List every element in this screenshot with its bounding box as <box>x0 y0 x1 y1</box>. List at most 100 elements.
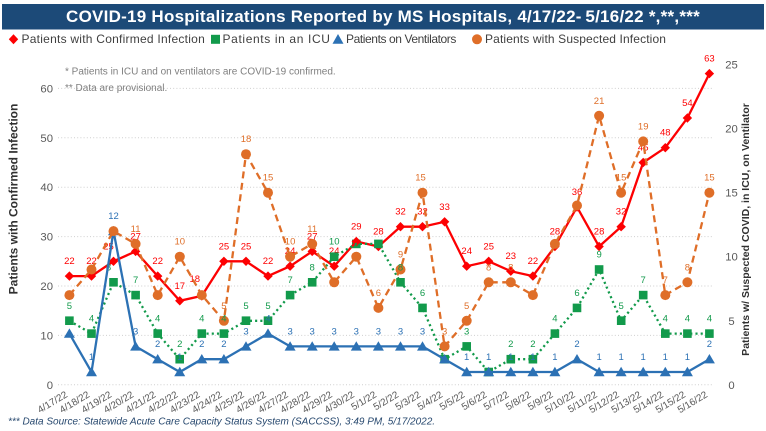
svg-text:11: 11 <box>307 224 317 235</box>
svg-text:32: 32 <box>395 207 406 218</box>
svg-text:3: 3 <box>420 326 425 337</box>
svg-text:36: 36 <box>572 187 583 198</box>
svg-text:1: 1 <box>508 352 513 363</box>
svg-text:22: 22 <box>64 256 75 267</box>
svg-text:0: 0 <box>47 380 53 392</box>
svg-text:10: 10 <box>329 237 340 248</box>
svg-text:4: 4 <box>155 314 160 325</box>
svg-text:5: 5 <box>265 301 270 312</box>
svg-text:1: 1 <box>663 352 668 363</box>
svg-text:2: 2 <box>707 339 712 350</box>
svg-text:** Data are provisional.: ** Data are provisional. <box>65 83 167 94</box>
svg-text:Patients on Ventilators: Patients on Ventilators <box>346 32 456 46</box>
svg-text:22: 22 <box>528 256 539 267</box>
svg-text:28: 28 <box>594 227 605 238</box>
svg-text:Patients with Confirmed Infect: Patients with Confirmed Infection <box>22 32 206 46</box>
svg-text:5: 5 <box>618 301 623 312</box>
svg-text:6: 6 <box>376 288 381 299</box>
svg-text:25: 25 <box>241 241 252 252</box>
svg-text:19: 19 <box>638 121 649 132</box>
svg-text:1: 1 <box>596 352 601 363</box>
svg-text:2: 2 <box>530 339 535 350</box>
svg-text:25: 25 <box>725 60 738 72</box>
svg-text:3: 3 <box>376 326 381 337</box>
svg-text:8: 8 <box>398 262 403 273</box>
svg-text:25: 25 <box>219 241 230 252</box>
svg-text:54: 54 <box>682 98 693 109</box>
svg-text:6: 6 <box>420 288 425 299</box>
svg-text:5: 5 <box>221 301 226 312</box>
svg-text:15: 15 <box>415 173 426 184</box>
svg-text:25: 25 <box>483 241 494 252</box>
svg-text:5: 5 <box>243 301 248 312</box>
svg-text:15: 15 <box>616 173 627 184</box>
svg-text:7: 7 <box>133 275 138 286</box>
svg-text:6: 6 <box>574 288 579 299</box>
svg-text:8: 8 <box>685 262 690 273</box>
svg-text:1: 1 <box>486 352 491 363</box>
svg-text:30: 30 <box>40 232 53 244</box>
svg-text:27: 27 <box>130 231 141 242</box>
svg-text:* Patients in ICU and on venti: * Patients in ICU and on ventilators are… <box>65 67 336 78</box>
svg-text:3: 3 <box>442 326 447 337</box>
svg-text:22: 22 <box>86 256 97 267</box>
svg-text:3: 3 <box>464 326 469 337</box>
svg-text:10: 10 <box>725 252 738 264</box>
svg-text:Patients with Confirmed Infect: Patients with Confirmed Infection <box>7 104 21 295</box>
svg-text:8: 8 <box>310 262 315 273</box>
svg-text:32: 32 <box>417 207 428 218</box>
svg-text:21: 21 <box>594 96 605 107</box>
svg-text:1: 1 <box>685 352 690 363</box>
svg-text:5: 5 <box>728 316 734 328</box>
svg-text:24: 24 <box>329 246 340 257</box>
svg-text:29: 29 <box>351 222 362 233</box>
svg-text:8: 8 <box>486 262 491 273</box>
svg-text:4: 4 <box>265 314 270 325</box>
svg-text:1: 1 <box>530 352 535 363</box>
svg-text:1: 1 <box>552 352 557 363</box>
svg-text:9: 9 <box>596 250 601 261</box>
svg-text:Patients with Suspected Infect: Patients with Suspected Infection <box>485 32 666 46</box>
svg-text:COVID-19 Hospitalizations Repo: COVID-19 Hospitalizations Reported by MS… <box>66 7 700 26</box>
svg-text:3: 3 <box>398 326 403 337</box>
svg-text:33: 33 <box>439 202 450 213</box>
svg-text:32: 32 <box>616 207 627 218</box>
svg-text:50: 50 <box>40 133 53 145</box>
svg-text:10: 10 <box>285 237 296 248</box>
svg-text:11: 11 <box>131 224 141 235</box>
svg-text:18: 18 <box>241 134 252 145</box>
svg-text:3: 3 <box>310 326 315 337</box>
svg-text:3: 3 <box>133 326 138 337</box>
svg-text:3: 3 <box>332 326 337 337</box>
svg-text:5: 5 <box>67 301 72 312</box>
svg-text:2: 2 <box>155 339 160 350</box>
svg-text:2: 2 <box>574 339 579 350</box>
svg-text:2: 2 <box>177 339 182 350</box>
svg-text:28: 28 <box>550 227 561 238</box>
svg-text:4: 4 <box>199 314 204 325</box>
svg-text:18: 18 <box>190 274 201 285</box>
svg-text:12: 12 <box>108 211 119 222</box>
svg-text:8: 8 <box>508 262 513 273</box>
svg-text:Patients in an ICU: Patients in an ICU <box>223 32 331 46</box>
svg-text:22: 22 <box>263 256 274 267</box>
svg-text:Patients w/ Suspected COVID, i: Patients w/ Suspected COVID, in ICU, on … <box>740 103 752 356</box>
svg-text:4: 4 <box>221 314 226 325</box>
svg-text:48: 48 <box>660 128 671 139</box>
svg-text:20: 20 <box>40 281 53 293</box>
svg-text:28: 28 <box>373 227 384 238</box>
svg-text:4: 4 <box>707 314 712 325</box>
svg-text:1: 1 <box>177 352 182 363</box>
svg-text:23: 23 <box>506 251 517 262</box>
svg-text:7: 7 <box>287 275 292 286</box>
svg-text:4: 4 <box>685 314 690 325</box>
svg-text:20: 20 <box>725 124 738 136</box>
svg-text:24: 24 <box>461 246 472 257</box>
svg-text:2: 2 <box>199 339 204 350</box>
svg-text:22: 22 <box>152 256 163 267</box>
svg-text:27: 27 <box>307 231 318 242</box>
svg-text:7: 7 <box>663 275 668 286</box>
svg-text:10: 10 <box>40 330 53 342</box>
svg-text:0: 0 <box>728 380 734 392</box>
svg-text:3: 3 <box>354 326 359 337</box>
